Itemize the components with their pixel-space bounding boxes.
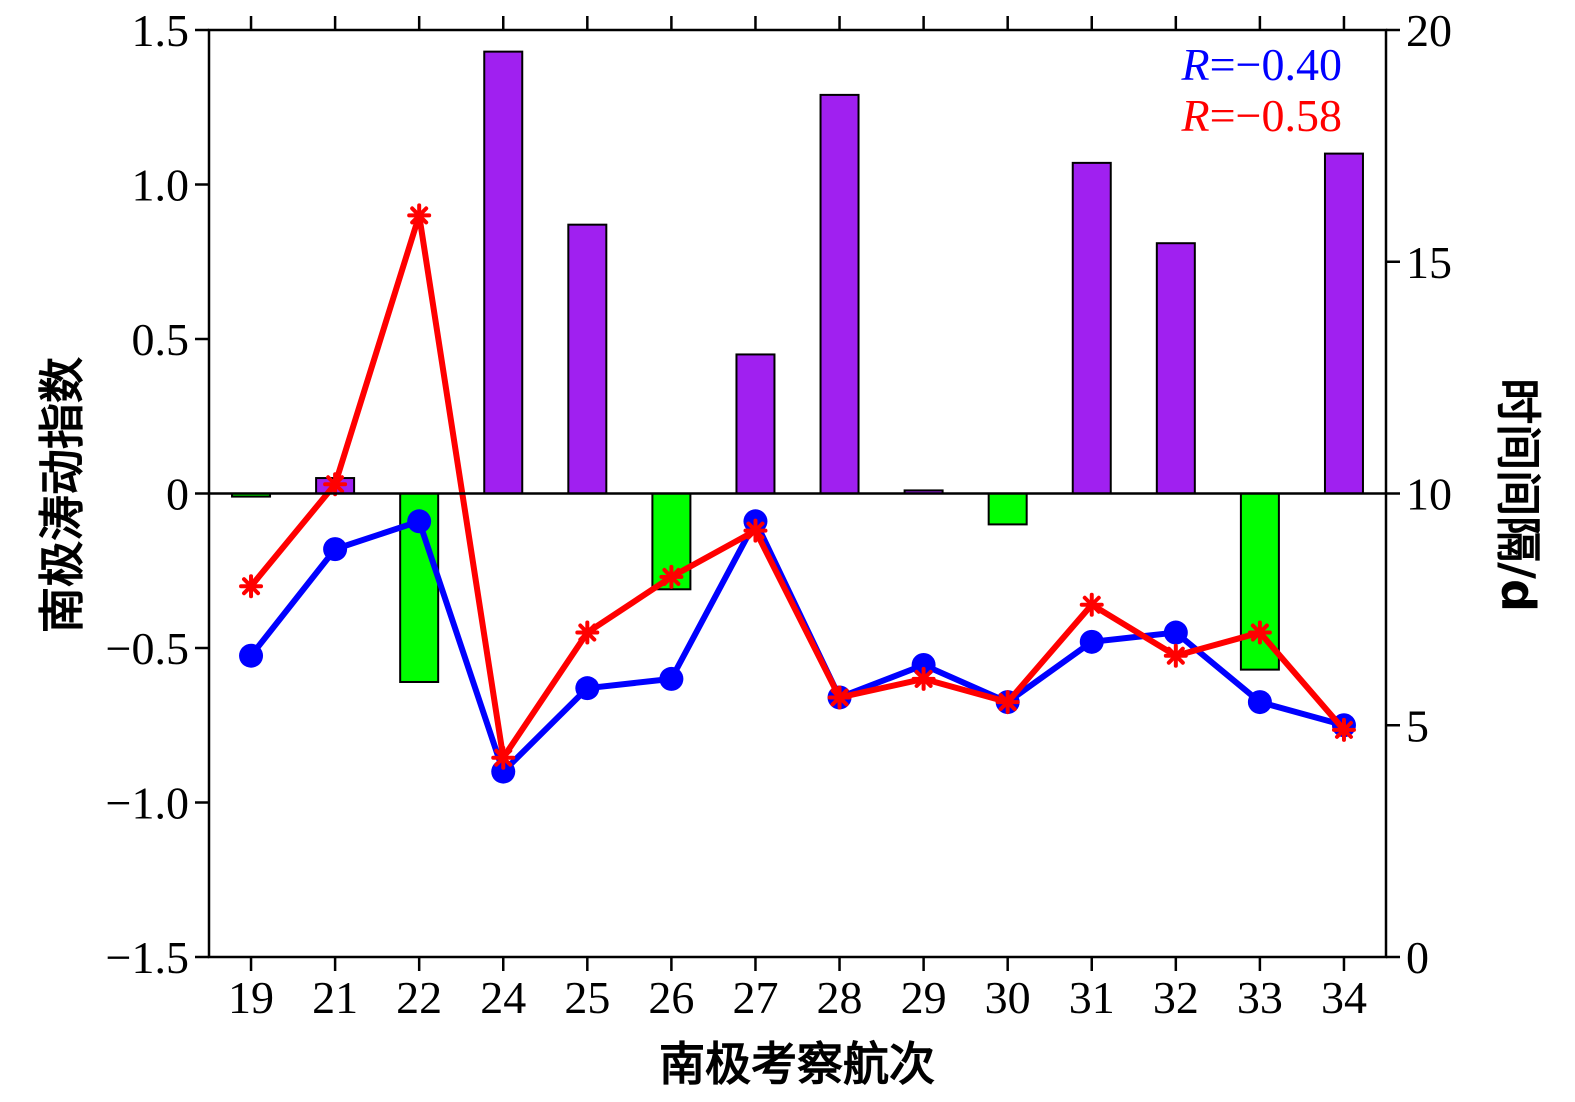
- bar-31: [1071, 161, 1112, 495]
- series-line-2: [248, 212, 1347, 761]
- series-2-point-26: [659, 564, 684, 589]
- bar-30: [987, 492, 1028, 526]
- series-2-point-24-stroke-3: [494, 748, 513, 767]
- series-2-point-24: [491, 745, 516, 770]
- series-2-point-25: [575, 620, 600, 645]
- bars-group: [231, 50, 1364, 683]
- series-2-point-34: [1331, 717, 1356, 742]
- bar-34: [1323, 152, 1364, 495]
- bar-24: [483, 50, 524, 495]
- bar-32: [1155, 242, 1196, 495]
- bar-28: [819, 93, 860, 495]
- annotation-r-blue-value: =−0.40: [1210, 39, 1342, 90]
- series-2-point-19: [239, 574, 264, 599]
- series-2-point-26-stroke-3: [662, 567, 681, 586]
- series-1-point-25: [575, 676, 600, 701]
- x-tick-label-29: 29: [901, 972, 947, 1023]
- series-1-point-21: [323, 537, 348, 562]
- y-left-tick-label-2: −0.5: [106, 623, 189, 674]
- x-tick-label-22: 22: [396, 972, 442, 1023]
- series-2-point-22-stroke-3: [410, 206, 429, 225]
- x-tick-label-26: 26: [648, 972, 694, 1023]
- x-tick-label-24: 24: [480, 972, 526, 1023]
- plot-frame: [207, 28, 1388, 959]
- series-2-point-21-stroke-3: [326, 475, 345, 494]
- x-tick-label-19: 19: [228, 972, 274, 1023]
- x-tick-label-34: 34: [1321, 972, 1367, 1023]
- annotation-r-blue-symbol: R: [1181, 39, 1210, 90]
- x-tick-label-25: 25: [564, 972, 610, 1023]
- series-1-point-33: [1247, 690, 1272, 715]
- y-left-tick-label-0: −1.5: [106, 932, 189, 983]
- series-2-point-25-stroke-3: [578, 623, 597, 642]
- x-tick-label-33: 33: [1237, 972, 1283, 1023]
- annotation-r-red-value: =−0.58: [1210, 90, 1342, 141]
- x-tick-label-31: 31: [1069, 972, 1115, 1023]
- x-tick-label-21: 21: [312, 972, 358, 1023]
- lines-group: [239, 203, 1356, 784]
- x-axis-title: 南极考察航次: [659, 1037, 935, 1091]
- x-tick-label-32: 32: [1153, 972, 1199, 1023]
- series-2-point-28: [827, 685, 852, 710]
- y-left-title: 南极涛动指数: [35, 357, 89, 633]
- y-left-tick-label-1: −1.0: [106, 778, 189, 829]
- series-2-point-33-stroke-3: [1250, 623, 1269, 642]
- annotation-r-red-symbol: R: [1181, 90, 1210, 141]
- series-2-point-28-stroke-3: [830, 688, 849, 707]
- bar-25: [567, 223, 608, 495]
- x-tick-label-28: 28: [817, 972, 863, 1023]
- y-right-title: 时间间隔/d: [1491, 378, 1545, 612]
- series-2-point-27-stroke-3: [746, 521, 765, 540]
- series-2-point-30: [995, 690, 1020, 715]
- y-left-tick-label-6: 1.5: [132, 5, 190, 56]
- series-2-point-32-stroke-3: [1166, 646, 1185, 665]
- y-left-tick-label-5: 1.0: [132, 160, 190, 211]
- series-1-point-19: [239, 643, 264, 668]
- annotation-r-blue: R=−0.40: [1181, 39, 1343, 90]
- series-2-point-19-stroke-3: [242, 577, 261, 596]
- y-left-tick-label-3: 0: [166, 469, 189, 520]
- series-2-point-29: [911, 666, 936, 691]
- y-right-tick-label-0: 0: [1406, 932, 1429, 983]
- x-tick-label-30: 30: [985, 972, 1031, 1023]
- series-1-point-26: [659, 666, 684, 691]
- annotation-r-red: R=−0.58: [1181, 90, 1343, 141]
- series-2-point-21: [323, 472, 348, 497]
- y-right-tick-label-4: 20: [1406, 5, 1452, 56]
- series-2-point-29-stroke-3: [914, 669, 933, 688]
- series-2-point-31: [1079, 592, 1104, 617]
- bar-27: [735, 353, 776, 495]
- series-1-point-31: [1079, 629, 1104, 654]
- y-right-tick-label-1: 5: [1406, 700, 1429, 751]
- ticks-group: −1.5 −1.0 −0.5 0 0.5 1.0 1.5 0 5 10 15 20 19 21 22 24 25…: [106, 5, 1452, 1023]
- series-2-point-31-stroke-3: [1082, 595, 1101, 614]
- y-right-tick-label-3: 15: [1406, 237, 1452, 288]
- y-right-tick-label-2: 10: [1406, 469, 1452, 520]
- series-2-point-34-stroke-3: [1334, 720, 1353, 739]
- series-2-point-30-stroke-3: [998, 693, 1017, 712]
- series-2-point-27: [743, 518, 768, 543]
- y-left-tick-label-4: 0.5: [132, 314, 190, 365]
- series-1-point-32: [1163, 620, 1188, 645]
- series-2-point-33: [1247, 620, 1272, 645]
- series-2-point-22: [407, 203, 432, 228]
- series-2-point-32: [1163, 643, 1188, 668]
- x-tick-label-27: 27: [732, 972, 778, 1023]
- series-1-point-22: [407, 509, 432, 534]
